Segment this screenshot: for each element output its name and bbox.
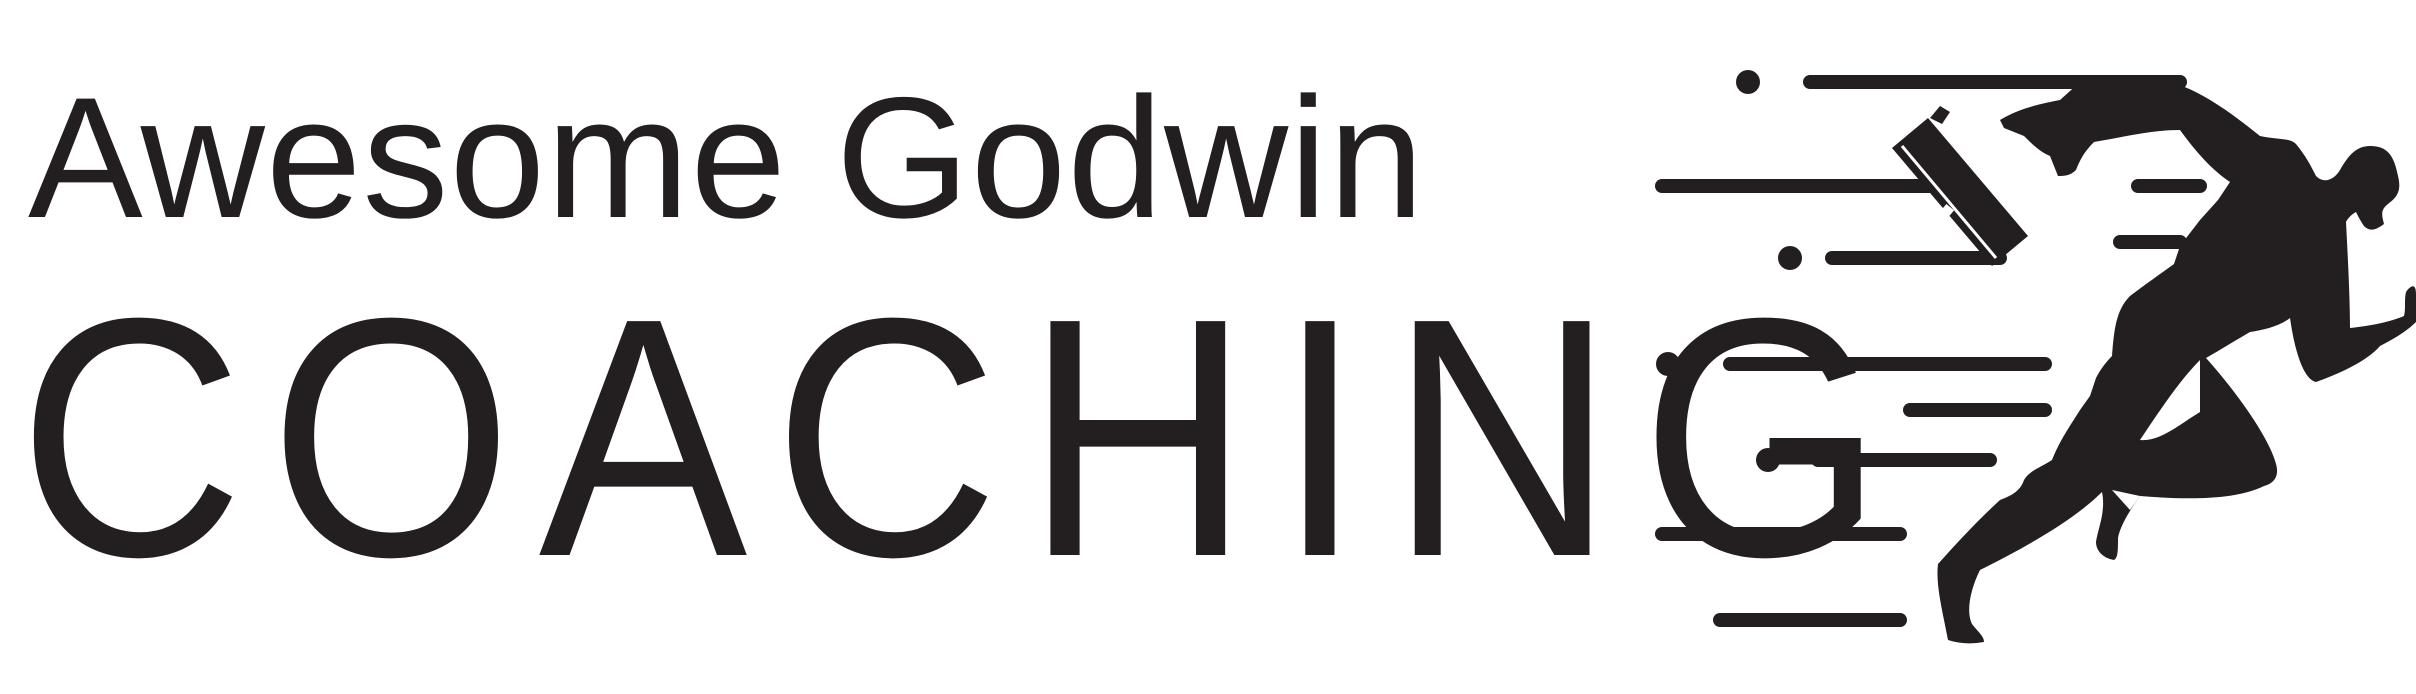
speed-dot <box>1778 246 1802 270</box>
running-businessman-icon <box>1655 70 2416 644</box>
speed-dot <box>1756 448 1780 472</box>
runner-silhouette <box>1937 82 2416 644</box>
brand-name: Awesome Godwin <box>28 62 1426 254</box>
brand-word: COACHING <box>18 248 1910 628</box>
speed-dot <box>1656 352 1680 376</box>
briefcase-icon <box>1892 106 2028 266</box>
speed-dot <box>1736 70 1760 94</box>
speed-lines <box>1655 70 2207 627</box>
